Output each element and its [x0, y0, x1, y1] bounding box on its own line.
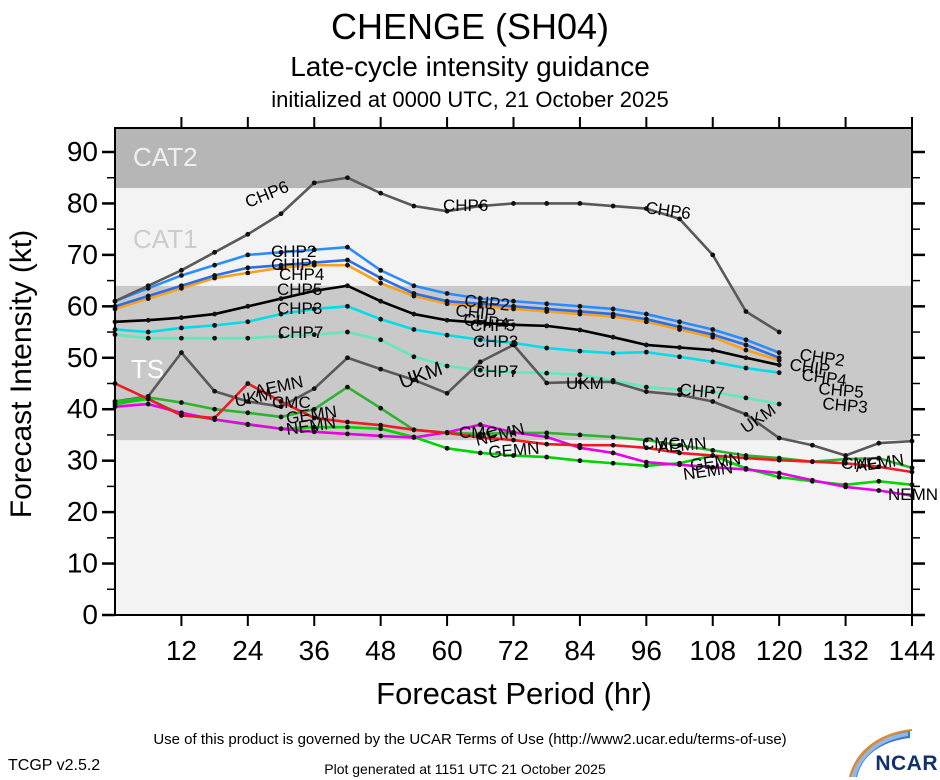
- title-init-time: initialized at 0000 UTC, 21 October 2025: [271, 86, 669, 112]
- svg-text:90: 90: [67, 136, 98, 167]
- svg-text:GEMN: GEMN: [488, 439, 540, 462]
- svg-text:96: 96: [631, 635, 662, 666]
- svg-text:CHP5: CHP5: [818, 379, 865, 402]
- svg-text:72: 72: [498, 635, 529, 666]
- svg-text:CMC: CMC: [272, 393, 311, 412]
- footer-generated: Plot generated at 1151 UTC 21 October 20…: [324, 761, 606, 777]
- title-subtitle: Late-cycle intensity guidance: [290, 51, 650, 83]
- svg-text:120: 120: [756, 635, 803, 666]
- svg-text:CHP2: CHP2: [464, 291, 511, 315]
- svg-text:50: 50: [67, 342, 98, 373]
- svg-text:CHP6: CHP6: [443, 196, 488, 215]
- svg-text:70: 70: [67, 239, 98, 270]
- svg-text:132: 132: [822, 635, 869, 666]
- svg-text:84: 84: [564, 635, 595, 666]
- svg-text:0: 0: [82, 599, 98, 630]
- svg-text:10: 10: [67, 548, 98, 579]
- svg-text:CHIP: CHIP: [455, 301, 497, 324]
- svg-text:TS: TS: [131, 354, 164, 384]
- svg-text:48: 48: [365, 635, 396, 666]
- svg-text:CHIP: CHIP: [271, 255, 312, 274]
- svg-text:CHP7: CHP7: [473, 362, 518, 381]
- svg-text:20: 20: [67, 496, 98, 527]
- svg-text:30: 30: [67, 445, 98, 476]
- svg-text:CAT2: CAT2: [133, 142, 198, 172]
- svg-text:CMC: CMC: [642, 434, 681, 453]
- svg-text:CHP3: CHP3: [277, 299, 322, 318]
- svg-text:60: 60: [67, 290, 98, 321]
- footer-terms: Use of this product is governed by the U…: [153, 731, 787, 748]
- svg-text:CHP7: CHP7: [278, 323, 323, 342]
- x-axis-label: Forecast Period (hr): [376, 676, 652, 711]
- app-version: TCGP v2.5.2: [8, 757, 101, 774]
- svg-text:CHP5: CHP5: [470, 316, 515, 335]
- svg-text:CAT1: CAT1: [133, 224, 198, 254]
- ncar-logo-text: NCAR: [875, 752, 938, 775]
- svg-text:12: 12: [166, 635, 197, 666]
- svg-text:AEMN: AEMN: [657, 434, 708, 457]
- svg-text:144: 144: [889, 635, 936, 666]
- svg-text:CHP5: CHP5: [277, 280, 322, 299]
- svg-text:40: 40: [67, 393, 98, 424]
- svg-text:CHP4: CHP4: [279, 265, 324, 284]
- svg-text:CHP2: CHP2: [271, 242, 316, 261]
- title-block: CHENGE (SH04) Late-cycle intensity guida…: [0, 6, 940, 112]
- svg-text:108: 108: [689, 635, 736, 666]
- svg-text:24: 24: [232, 635, 263, 666]
- svg-text:CHP7: CHP7: [679, 380, 726, 403]
- svg-text:36: 36: [299, 635, 330, 666]
- svg-text:CMC: CMC: [841, 454, 880, 473]
- svg-text:CMC: CMC: [459, 423, 498, 442]
- page-title: CHENGE (SH04): [330, 6, 610, 47]
- ncar-logo: NCAR: [848, 728, 938, 778]
- svg-text:NEMN: NEMN: [888, 485, 938, 504]
- svg-text:80: 80: [67, 187, 98, 218]
- svg-text:60: 60: [432, 635, 463, 666]
- svg-text:CHP3: CHP3: [822, 394, 869, 417]
- svg-text:UKM: UKM: [566, 374, 604, 393]
- svg-text:CHP3: CHP3: [473, 332, 518, 351]
- ncar-logo-swoosh-icon: [849, 729, 912, 777]
- svg-text:CHP4: CHP4: [463, 310, 510, 334]
